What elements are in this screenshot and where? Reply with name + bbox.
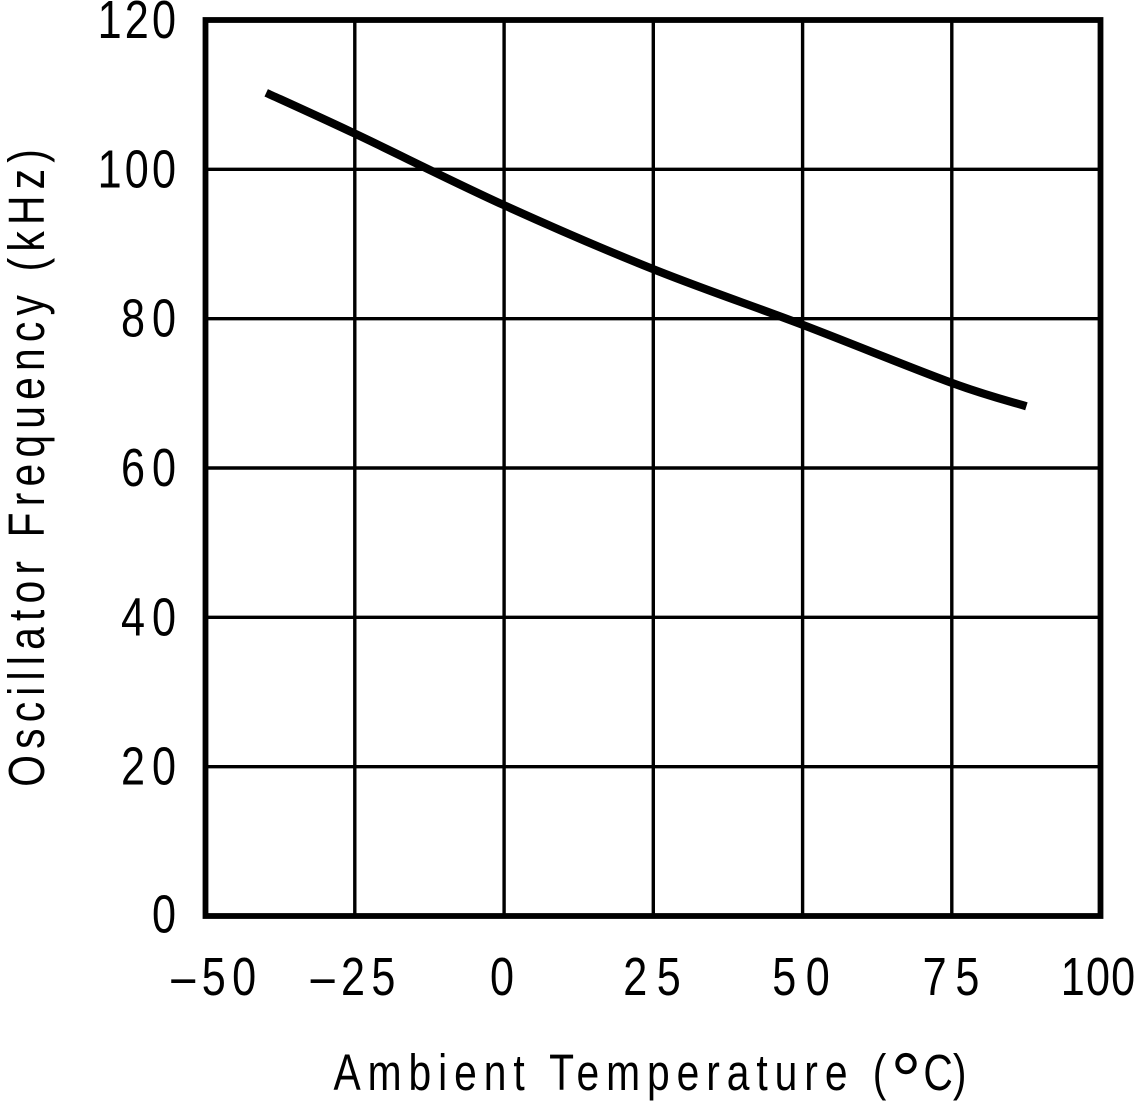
svg-text:–25: –25	[311, 948, 396, 1008]
svg-text:0: 0	[490, 948, 514, 1008]
svg-text:–50: –50	[171, 948, 256, 1008]
svg-text:100: 100	[1061, 948, 1135, 1008]
svg-text:100: 100	[98, 140, 176, 200]
svg-text:Ambient Temperature (: Ambient Temperature (	[334, 1044, 887, 1101]
svg-text:0: 0	[152, 885, 176, 945]
svg-text:120: 120	[98, 0, 176, 50]
svg-text:C): C)	[923, 1044, 966, 1101]
svg-text:Oscillator Frequency (kHz): Oscillator Frequency (kHz)	[0, 149, 55, 787]
